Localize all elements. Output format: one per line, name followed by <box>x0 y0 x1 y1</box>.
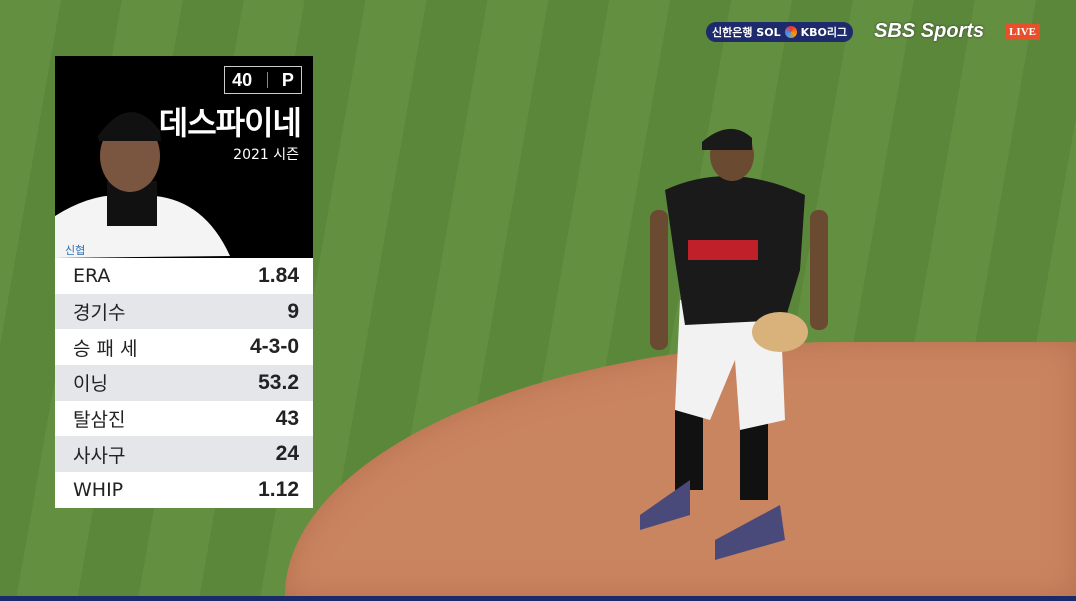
stat-row-strikeouts: 탈삼진 43 <box>55 400 313 437</box>
kbo-logo-icon <box>784 25 797 38</box>
bottom-bar <box>0 596 1076 601</box>
stat-row-whip: WHIP 1.12 <box>55 472 313 508</box>
player-stats-card: 신협 40 P 데스파이네 2021 시즌 ERA 1.84 경기수 9 승 패 세… <box>55 56 313 508</box>
stat-label: ERA <box>73 264 111 287</box>
stat-row-walks: 사사구 24 <box>55 436 313 473</box>
stat-value: 24 <box>275 442 299 466</box>
stat-row-innings: 이닝 53.2 <box>55 365 313 401</box>
stat-label: 경기수 <box>73 302 126 325</box>
network-logo: SBS Sports <box>874 20 985 42</box>
stat-label: WHIP <box>73 478 124 501</box>
stats-table: ERA 1.84 경기수 9 승 패 세 4-3-0 이닝 53.2 탈삼진 43 사사구… <box>55 258 313 508</box>
pitcher-figure <box>640 128 828 560</box>
jersey-sponsor: 신협 <box>65 244 85 257</box>
divider <box>266 72 268 88</box>
stat-label: 사사구 <box>73 444 126 467</box>
stat-row-games: 경기수 9 <box>55 293 313 330</box>
stat-value: 4-3-0 <box>249 335 299 359</box>
stat-value: 43 <box>275 406 299 430</box>
broadcast-logo: 신한은행 SOL KBO리그 SBS Sports LIVE <box>706 20 1040 43</box>
stat-value: 1.84 <box>258 263 299 287</box>
league-label: KBO리그 <box>800 25 848 39</box>
live-badge: LIVE <box>1005 23 1040 40</box>
stat-row-era: ERA 1.84 <box>55 258 313 294</box>
stat-row-record: 승 패 세 4-3-0 <box>55 329 313 366</box>
stat-value: 1.12 <box>258 477 299 501</box>
stat-label: 승 패 세 <box>73 337 138 360</box>
player-name: 데스파이네 <box>158 104 302 142</box>
stat-value: 9 <box>287 299 299 323</box>
number-position-box: 40 P <box>224 66 302 94</box>
season-label: 2021 시즌 <box>233 147 299 163</box>
kbo-league-badge: 신한은행 SOL KBO리그 <box>706 21 854 42</box>
player-card-header: 신협 40 P 데스파이네 2021 시즌 <box>55 56 313 258</box>
stat-value: 53.2 <box>258 370 299 394</box>
player-photo: 신협 <box>55 112 230 258</box>
player-position: P <box>281 69 294 90</box>
stat-label: 이닝 <box>73 373 108 396</box>
sponsor-label: 신한은행 SOL <box>712 25 781 39</box>
stat-label: 탈삼진 <box>73 409 126 432</box>
player-number: 40 <box>232 69 253 90</box>
